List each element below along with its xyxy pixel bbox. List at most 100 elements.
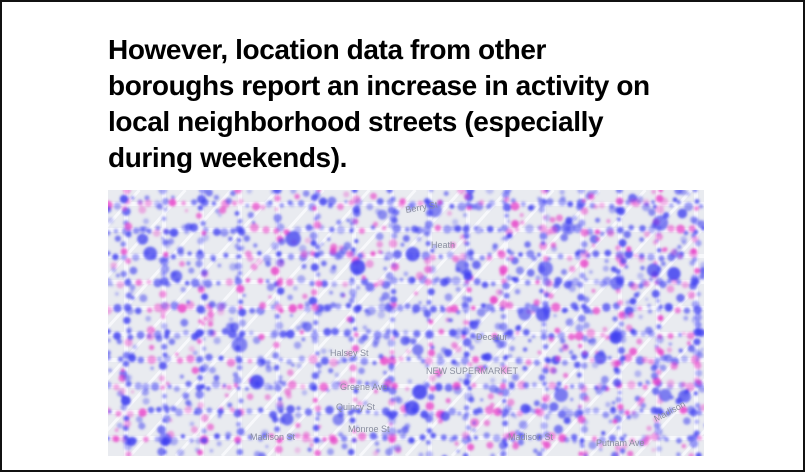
activity-dot <box>384 378 388 383</box>
activity-dot <box>525 359 532 366</box>
activity-dot <box>250 263 258 271</box>
activity-dot <box>667 267 681 281</box>
activity-dot <box>699 261 704 269</box>
activity-dot <box>358 367 365 375</box>
street-line <box>108 190 187 279</box>
activity-dot <box>646 303 652 308</box>
activity-dot <box>626 414 632 420</box>
activity-dot <box>423 309 432 318</box>
activity-dot <box>547 410 553 415</box>
activity-dot <box>205 190 213 197</box>
activity-dot <box>513 414 518 419</box>
activity-dot <box>420 358 426 364</box>
activity-dot <box>676 452 681 456</box>
activity-dot <box>436 357 445 366</box>
activity-dot <box>366 203 374 211</box>
activity-dot <box>641 438 649 446</box>
activity-dot <box>176 246 184 254</box>
activity-dot <box>519 220 525 225</box>
activity-dot <box>108 230 111 236</box>
activity-dot <box>170 270 183 283</box>
activity-dot <box>664 354 673 363</box>
activity-dot <box>644 326 653 335</box>
activity-dot <box>201 293 208 301</box>
activity-dot <box>398 356 404 362</box>
activity-dot <box>124 222 133 231</box>
activity-dot <box>198 366 205 373</box>
activity-dot <box>122 190 132 195</box>
activity-dot <box>559 190 565 195</box>
activity-dot <box>197 355 204 363</box>
activity-dot <box>292 433 296 438</box>
activity-dot <box>619 355 626 362</box>
activity-dot <box>502 420 509 427</box>
activity-dot <box>518 420 528 430</box>
activity-dot <box>150 382 160 391</box>
activity-dot <box>120 270 127 278</box>
activity-dot <box>238 398 244 404</box>
activity-dot <box>388 436 396 444</box>
heatmap-canvas: Berry St Heath Halsey St Decatur Greene … <box>108 190 704 456</box>
activity-dot <box>114 291 119 296</box>
activity-dot <box>429 254 436 261</box>
activity-dot <box>160 277 169 286</box>
activity-dot <box>623 230 631 239</box>
activity-dot <box>524 241 531 248</box>
activity-dot <box>217 414 222 418</box>
activity-dot <box>130 295 135 300</box>
activity-dot <box>447 210 452 216</box>
activity-dot <box>432 244 437 249</box>
activity-dot <box>119 194 129 204</box>
activity-dot <box>681 443 686 449</box>
activity-dot <box>135 415 143 423</box>
activity-dot <box>313 251 320 259</box>
activity-dot <box>665 411 671 416</box>
activity-dot <box>160 264 170 274</box>
activity-dot <box>569 265 576 273</box>
activity-dot <box>392 329 398 335</box>
activity-dot <box>215 208 221 214</box>
activity-dot <box>362 400 368 406</box>
activity-dot <box>501 378 508 384</box>
activity-dot <box>478 199 485 206</box>
activity-dot <box>483 432 491 439</box>
activity-dot <box>522 347 528 352</box>
activity-dot <box>539 232 548 240</box>
activity-dot <box>612 419 618 424</box>
activity-dot <box>353 305 361 314</box>
activity-dot <box>426 440 431 445</box>
activity-dot <box>185 380 192 388</box>
activity-dot <box>579 272 586 279</box>
activity-dot <box>577 281 584 288</box>
activity-dot <box>117 356 124 362</box>
activity-dot <box>535 433 543 441</box>
activity-dot <box>155 335 163 342</box>
activity-dot <box>695 328 700 333</box>
activity-dot <box>464 223 470 229</box>
activity-dot <box>425 330 433 338</box>
activity-dot <box>510 201 520 211</box>
activity-dot <box>679 406 688 414</box>
activity-dot <box>652 361 660 369</box>
activity-dot <box>126 326 132 333</box>
activity-dot <box>623 353 633 363</box>
activity-dot <box>311 226 316 231</box>
activity-dot <box>588 337 597 346</box>
activity-dot <box>424 265 432 274</box>
activity-dot <box>485 203 492 210</box>
activity-dot <box>268 295 272 299</box>
activity-dot <box>425 414 433 423</box>
activity-dot <box>416 355 422 361</box>
activity-dot <box>338 432 344 438</box>
activity-dot <box>694 419 700 425</box>
activity-dot <box>404 227 410 232</box>
activity-dot <box>209 366 216 374</box>
activity-dot <box>339 380 349 390</box>
activity-dot <box>361 275 366 280</box>
activity-dot <box>515 356 523 365</box>
activity-dot <box>424 257 432 265</box>
activity-dot <box>143 246 158 261</box>
activity-dot <box>315 309 323 317</box>
activity-dot <box>201 428 207 434</box>
activity-dot <box>126 410 134 418</box>
